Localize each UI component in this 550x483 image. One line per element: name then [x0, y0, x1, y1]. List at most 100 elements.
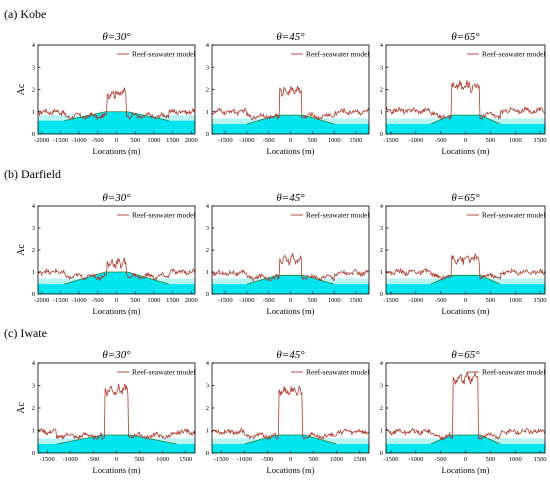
y-tick-label: 1 — [380, 109, 383, 116]
x-axis-label: Locations (m) — [267, 306, 315, 316]
chart-panel-9: θ=65° 0 1 2 3 4 -1500 -1000 -500 0 500 1000 1500 Loca… — [380, 349, 547, 475]
x-tick-label: 0 — [115, 297, 118, 304]
y-tick-label: 1 — [32, 109, 35, 116]
x-tick-label: 1000 — [509, 297, 522, 304]
legend-label: Reef-seawater model — [306, 368, 370, 377]
panel-title: θ=45° — [276, 349, 305, 361]
x-tick-label: 1000 — [509, 456, 522, 463]
y-tick-label: 4 — [32, 360, 36, 367]
y-tick-label: 3 — [206, 64, 209, 71]
y-tick-label: 3 — [206, 383, 209, 390]
y-tick-label: 1 — [32, 428, 35, 435]
x-tick-label: 0 — [464, 137, 467, 144]
row-label: (c) Iwate — [4, 326, 47, 340]
y-tick-label: 1 — [32, 269, 35, 276]
x-axis-label: Locations (m) — [442, 465, 490, 475]
x-tick-label: 500 — [485, 297, 495, 304]
x-tick-label: 2000 — [185, 297, 198, 304]
x-tick-label: -500 — [87, 456, 99, 463]
x-tick-label: -2000 — [34, 297, 49, 304]
x-tick-label: 500 — [307, 297, 317, 304]
x-tick-label: -1500 — [383, 137, 398, 144]
y-tick-label: 0 — [32, 131, 35, 138]
x-tick-label: 1000 — [330, 456, 343, 463]
x-tick-label: 0 — [289, 456, 292, 463]
panel-title: θ=65° — [451, 192, 480, 204]
panel-title: θ=45° — [276, 31, 305, 43]
y-tick-label: 2 — [32, 405, 35, 412]
x-tick-label: 1500 — [534, 297, 547, 304]
panel-title: θ=45° — [276, 192, 305, 204]
y-tick-label: 3 — [32, 225, 35, 232]
x-axis-label: Locations (m) — [93, 465, 141, 475]
x-axis-label: Locations (m) — [442, 306, 490, 316]
x-tick-label: 1000 — [328, 137, 341, 144]
model-series-line — [37, 87, 196, 121]
y-tick-label: 2 — [32, 87, 35, 94]
legend-label: Reef-seawater model — [132, 211, 196, 220]
model-series-line — [37, 383, 196, 441]
model-series-line — [211, 85, 370, 121]
y-tick-label: 1 — [380, 428, 383, 435]
x-tick-label: -500 — [261, 456, 273, 463]
x-tick-label: -1500 — [383, 297, 398, 304]
y-tick-label: 1 — [206, 269, 209, 276]
model-series-line — [211, 384, 370, 441]
x-tick-label: 0 — [115, 456, 118, 463]
legend-label: Reef-seawater model — [132, 50, 196, 59]
x-tick-label: -1500 — [40, 456, 55, 463]
reef-body — [430, 435, 501, 453]
reef-profile-line — [430, 274, 501, 285]
x-tick-label: 2000 — [185, 137, 198, 144]
reef-profile-line — [430, 434, 501, 445]
x-tick-label: 500 — [135, 456, 145, 463]
x-tick-label: -1000 — [408, 456, 423, 463]
y-tick-label: 2 — [380, 87, 383, 94]
x-tick-label: 500 — [485, 456, 495, 463]
reef-body — [246, 115, 335, 134]
y-tick-label: 4 — [380, 42, 384, 49]
x-tick-label: -1000 — [72, 137, 87, 144]
x-tick-label: -1000 — [63, 456, 78, 463]
chart-panel-6: θ=65° 0 1 2 3 4 -1500 -1000 -500 0 500 1000 1500 Loca… — [380, 192, 547, 316]
y-tick-label: 3 — [380, 64, 383, 71]
legend-label: Reef-seawater model — [132, 368, 196, 377]
x-tick-label: 1500 — [179, 456, 192, 463]
x-tick-label: 1000 — [509, 137, 522, 144]
x-tick-label: 0 — [289, 137, 292, 144]
x-tick-label: 500 — [485, 137, 495, 144]
x-tick-label: 1500 — [534, 456, 547, 463]
y-tick-label: 4 — [206, 360, 210, 367]
row-label: (a) Kobe — [4, 7, 46, 21]
panel-title: θ=65° — [451, 349, 480, 361]
x-tick-label: -1500 — [53, 297, 68, 304]
reef-body — [430, 115, 501, 134]
y-tick-label: 2 — [206, 247, 209, 254]
reef-body — [246, 275, 335, 294]
x-tick-label: 1000 — [147, 297, 160, 304]
x-axis-label: Locations (m) — [93, 146, 141, 156]
x-tick-label: -1500 — [214, 456, 229, 463]
y-axis-label: Ac — [16, 402, 27, 414]
x-tick-label: 0 — [464, 297, 467, 304]
y-tick-label: 3 — [380, 383, 383, 390]
reef-profile-line — [430, 114, 501, 125]
x-tick-label: 0 — [115, 137, 118, 144]
y-tick-label: 4 — [32, 203, 36, 210]
y-tick-label: 0 — [206, 450, 209, 457]
chart-panel-4: (b) Darfield θ=30° 0 1 2 3 4 -2000 -1500 -1000 -50… — [4, 167, 198, 316]
y-axis-label: Ac — [16, 83, 27, 95]
x-tick-label: -1000 — [408, 297, 423, 304]
y-tick-label: 0 — [206, 291, 209, 298]
legend-label: Reef-seawater model — [482, 368, 546, 377]
x-tick-label: -500 — [92, 297, 104, 304]
y-tick-label: 3 — [206, 225, 209, 232]
chart-panel-5: θ=45° 0 1 2 3 4 -1500 -1000 -500 0 500 1000 1500 Loca… — [206, 192, 370, 316]
y-tick-label: 0 — [380, 291, 383, 298]
x-tick-label: -500 — [263, 137, 275, 144]
y-tick-label: 1 — [206, 109, 209, 116]
x-tick-label: 500 — [309, 456, 319, 463]
y-tick-label: 0 — [206, 131, 209, 138]
panel-title: θ=30° — [102, 349, 131, 361]
